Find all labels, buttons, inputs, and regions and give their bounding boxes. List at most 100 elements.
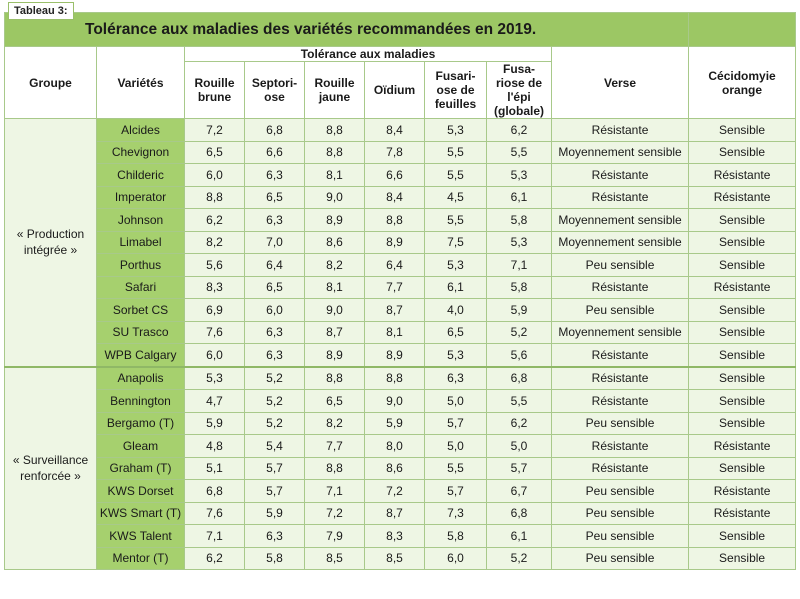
- fusariose-feuilles-cell: 5,3: [424, 343, 487, 367]
- fusariose-epi-cell: 5,3: [486, 163, 552, 187]
- fusariose-epi-cell: 5,2: [486, 546, 552, 570]
- fusariose-epi-cell: 5,0: [486, 434, 552, 458]
- septoriose-cell: 6,8: [244, 118, 305, 142]
- septoriose-cell: 5,2: [244, 389, 305, 413]
- header-rouille-brune: Rouille brune: [184, 61, 245, 119]
- fusariose-feuilles-cell: 5,8: [424, 524, 487, 548]
- rouille-brune-cell: 6,8: [184, 479, 245, 503]
- variety-cell: Imperator: [96, 185, 185, 209]
- variety-cell: Alcides: [96, 118, 185, 142]
- oidium-cell: 8,8: [364, 365, 425, 390]
- verse-cell: Résistante: [550, 343, 690, 367]
- rouille-brune-cell: 6,2: [184, 208, 245, 232]
- septoriose-cell: 6,4: [244, 253, 305, 277]
- septoriose-cell: 5,2: [244, 411, 305, 435]
- table-row: Mentor (T) 6,2 5,8 8,5 8,5 6,0 5,2 Peu sensible…: [5, 546, 797, 570]
- variety-cell: Bennington: [96, 389, 185, 413]
- fusariose-epi-cell: 6,7: [486, 479, 552, 503]
- fusariose-feuilles-cell: 4,0: [424, 298, 487, 322]
- variety-cell: Johnson: [96, 208, 185, 232]
- rouille-jaune-cell: 8,5: [304, 546, 365, 570]
- rouille-jaune-cell: 9,0: [304, 298, 365, 322]
- header-cecidomyie: Cécidomyie orange: [688, 46, 797, 119]
- cecidomyie-cell: Sensible: [688, 411, 797, 435]
- group-label: « Production intégrée »: [4, 118, 97, 367]
- rouille-jaune-cell: 8,8: [304, 365, 365, 390]
- rouille-brune-cell: 7,1: [184, 524, 245, 548]
- fusariose-feuilles-cell: 7,5: [424, 230, 487, 254]
- fusariose-feuilles-cell: 5,7: [424, 411, 487, 435]
- table-row: KWS Talent 7,1 6,3 7,9 8,3 5,8 6,1 Peu sensible…: [5, 524, 797, 548]
- rouille-jaune-cell: 8,2: [304, 253, 365, 277]
- rouille-jaune-cell: 8,9: [304, 343, 365, 367]
- cecidomyie-cell: Résistante: [688, 275, 797, 299]
- rouille-brune-cell: 5,1: [184, 456, 245, 480]
- rouille-brune-cell: 8,2: [184, 230, 245, 254]
- verse-cell: Moyennement sensible: [550, 140, 690, 164]
- cecidomyie-cell: Sensible: [688, 456, 797, 480]
- oidium-cell: 7,8: [364, 140, 425, 164]
- fusariose-epi-cell: 5,7: [486, 456, 552, 480]
- fusariose-epi-cell: 6,2: [486, 411, 552, 435]
- verse-cell: Peu sensible: [550, 479, 690, 503]
- table-row: WPB Calgary 6,0 6,3 8,9 8,9 5,3 5,6 Résistante S…: [5, 343, 797, 367]
- rouille-brune-cell: 6,2: [184, 546, 245, 570]
- fusariose-epi-cell: 5,9: [486, 298, 552, 322]
- variety-cell: SU Trasco: [96, 320, 185, 344]
- rouille-jaune-cell: 7,2: [304, 501, 365, 525]
- rouille-jaune-cell: 8,9: [304, 208, 365, 232]
- fusariose-epi-cell: 6,8: [486, 365, 552, 390]
- variety-cell: KWS Dorset: [96, 479, 185, 503]
- rouille-jaune-cell: 8,1: [304, 163, 365, 187]
- septoriose-cell: 5,7: [244, 479, 305, 503]
- rouille-brune-cell: 5,9: [184, 411, 245, 435]
- table-row: Childeric 6,0 6,3 8,1 6,6 5,5 5,3 Résistante Rés…: [5, 163, 797, 187]
- septoriose-cell: 6,0: [244, 298, 305, 322]
- table-row: Chevignon 6,5 6,6 8,8 7,8 5,5 5,5 Moyennement s…: [5, 140, 797, 164]
- fusariose-feuilles-cell: 5,5: [424, 140, 487, 164]
- variety-cell: WPB Calgary: [96, 343, 185, 367]
- verse-cell: Moyennement sensible: [550, 230, 690, 254]
- rouille-brune-cell: 7,6: [184, 501, 245, 525]
- table-row: Bergamo (T) 5,9 5,2 8,2 5,9 5,7 6,2 Peu sensibl…: [5, 411, 797, 435]
- fusariose-feuilles-cell: 5,5: [424, 163, 487, 187]
- septoriose-cell: 5,2: [244, 365, 305, 390]
- rouille-brune-cell: 8,8: [184, 185, 245, 209]
- variety-cell: Bergamo (T): [96, 411, 185, 435]
- rouille-brune-cell: 5,6: [184, 253, 245, 277]
- fusariose-epi-cell: 5,5: [486, 389, 552, 413]
- rouille-jaune-cell: 7,9: [304, 524, 365, 548]
- variety-cell: Chevignon: [96, 140, 185, 164]
- cecidomyie-cell: Résistante: [688, 479, 797, 503]
- table-row: Porthus 5,6 6,4 8,2 6,4 5,3 7,1 Peu sensible Sen…: [5, 253, 797, 277]
- oidium-cell: 9,0: [364, 389, 425, 413]
- rouille-brune-cell: 6,0: [184, 163, 245, 187]
- rouille-brune-cell: 5,3: [184, 365, 245, 390]
- variety-cell: Graham (T): [96, 456, 185, 480]
- table-row: Gleam 4,8 5,4 7,7 8,0 5,0 5,0 Résistante Résista…: [5, 434, 797, 458]
- header-rouille-jaune: Rouille jaune: [304, 61, 365, 119]
- rouille-jaune-cell: 7,7: [304, 434, 365, 458]
- variety-cell: Anapolis: [96, 365, 185, 390]
- rouille-brune-cell: 6,5: [184, 140, 245, 164]
- variety-cell: KWS Smart (T): [96, 501, 185, 525]
- variety-cell: KWS Talent: [96, 524, 185, 548]
- table-row: Safari 8,3 6,5 8,1 7,7 6,1 5,8 Résistante Résist…: [5, 275, 797, 299]
- septoriose-cell: 6,3: [244, 208, 305, 232]
- rouille-brune-cell: 6,0: [184, 343, 245, 367]
- variety-cell: Limabel: [96, 230, 185, 254]
- group-label: « Surveillance renforcée »: [4, 365, 97, 570]
- rouille-jaune-cell: 8,2: [304, 411, 365, 435]
- fusariose-feuilles-cell: 5,0: [424, 434, 487, 458]
- rouille-jaune-cell: 8,6: [304, 230, 365, 254]
- verse-cell: Résistante: [550, 275, 690, 299]
- rouille-jaune-cell: 8,7: [304, 320, 365, 344]
- rouille-jaune-cell: 8,8: [304, 118, 365, 142]
- variety-cell: Gleam: [96, 434, 185, 458]
- oidium-cell: 7,7: [364, 275, 425, 299]
- header-varietes: Variétés: [96, 46, 185, 119]
- verse-cell: Peu sensible: [550, 411, 690, 435]
- variety-cell: Porthus: [96, 253, 185, 277]
- fusariose-feuilles-cell: 5,0: [424, 389, 487, 413]
- header-fusariose-feuilles: Fusari- ose de feuilles: [424, 61, 487, 119]
